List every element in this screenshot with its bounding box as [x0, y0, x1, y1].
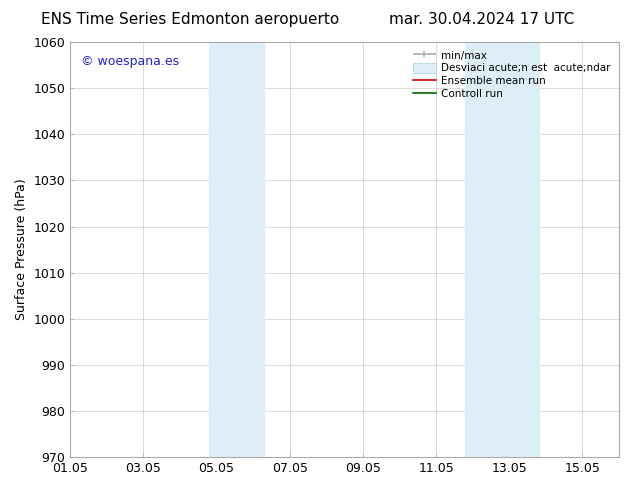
Bar	[209, 42, 264, 457]
Text: ENS Time Series Edmonton aeropuerto: ENS Time Series Edmonton aeropuerto	[41, 12, 339, 27]
Y-axis label: Surface Pressure (hPa): Surface Pressure (hPa)	[15, 179, 28, 320]
Text: © woespana.es: © woespana.es	[81, 54, 179, 68]
Legend: min/max, Desviaci acute;n est  acute;ndar, Ensemble mean run, Controll run: min/max, Desviaci acute;n est acute;ndar…	[410, 47, 614, 102]
Bar	[465, 42, 538, 457]
Text: mar. 30.04.2024 17 UTC: mar. 30.04.2024 17 UTC	[389, 12, 574, 27]
